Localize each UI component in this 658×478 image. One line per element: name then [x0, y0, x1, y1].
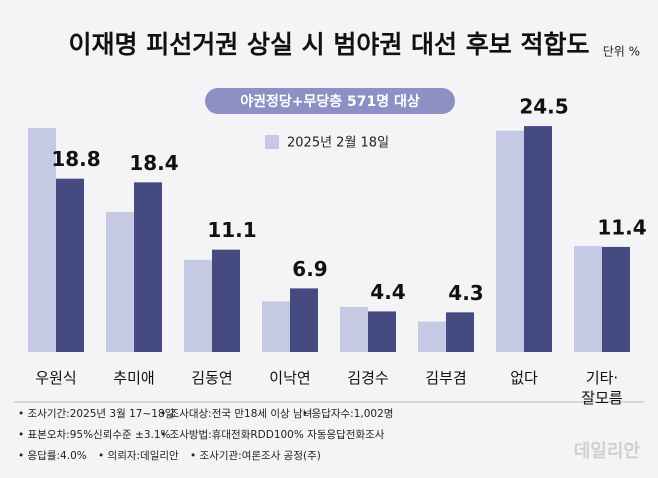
value-label: 24.5: [519, 95, 568, 119]
bar: [56, 178, 84, 352]
unit-label: 단위 %: [603, 45, 640, 59]
chart-title: 이재명 피선거권 상실 시 범야권 대선 후보 적합도: [69, 30, 590, 59]
bar: [524, 126, 552, 352]
value-label: 18.4: [129, 151, 178, 175]
value-label: 4.3: [448, 281, 483, 305]
value-label: 11.4: [597, 215, 646, 239]
x-tick-label: 김동연: [191, 369, 233, 387]
legend-label: 2025년 2월 18일: [287, 136, 389, 151]
bar: [418, 321, 446, 352]
x-tick-label: 없다: [510, 369, 538, 387]
footnote: • 표본오차:95%신뢰수준 ±3.1%: [18, 429, 171, 441]
bar: [446, 312, 474, 352]
bar: [368, 311, 396, 352]
x-tick-label: 추미애: [113, 369, 155, 387]
value-label: 18.8: [51, 147, 100, 171]
bar: [496, 130, 524, 352]
bar: [574, 245, 602, 352]
footnote: • 조사기관:여론조사 공정(주): [190, 450, 321, 462]
bar: [212, 249, 240, 352]
bar: [28, 127, 56, 352]
bar: [106, 211, 134, 352]
watermark: 데일리안: [574, 441, 641, 462]
value-label: 11.1: [207, 218, 256, 242]
footnote: • 응답률:4.0%: [18, 450, 87, 462]
x-tick-label: 김부겸: [425, 369, 467, 387]
subtitle-pill: [205, 88, 455, 114]
footnote: • 조사기간:2025년 3월 17~18일: [18, 407, 174, 420]
bar: [340, 306, 368, 352]
bar: [184, 259, 212, 352]
footnote: • 조사방법:휴대전화RDD100% 자동응답전화조사: [160, 429, 385, 441]
value-label: 4.4: [370, 280, 405, 304]
x-tick-label: 기타· 잘모름: [581, 369, 623, 407]
footnote: • 응답자수:1,002명: [302, 408, 393, 420]
bar: [262, 301, 290, 352]
footnote: • 조사대상:전국 만18세 이상 남녀: [160, 408, 312, 420]
x-tick-label: 김경수: [347, 369, 389, 387]
x-tick-label: 우원식: [35, 369, 77, 387]
bar: [602, 246, 630, 352]
footnote: • 의뢰자:데일리안: [98, 449, 179, 462]
bar: [134, 182, 162, 352]
subtitle: 야권정당+무당층 571명 대상: [240, 93, 420, 110]
value-label: 6.9: [292, 257, 327, 281]
x-tick-label: 이낙연: [269, 369, 311, 387]
bar: [290, 288, 318, 352]
legend-swatch: [265, 135, 279, 149]
